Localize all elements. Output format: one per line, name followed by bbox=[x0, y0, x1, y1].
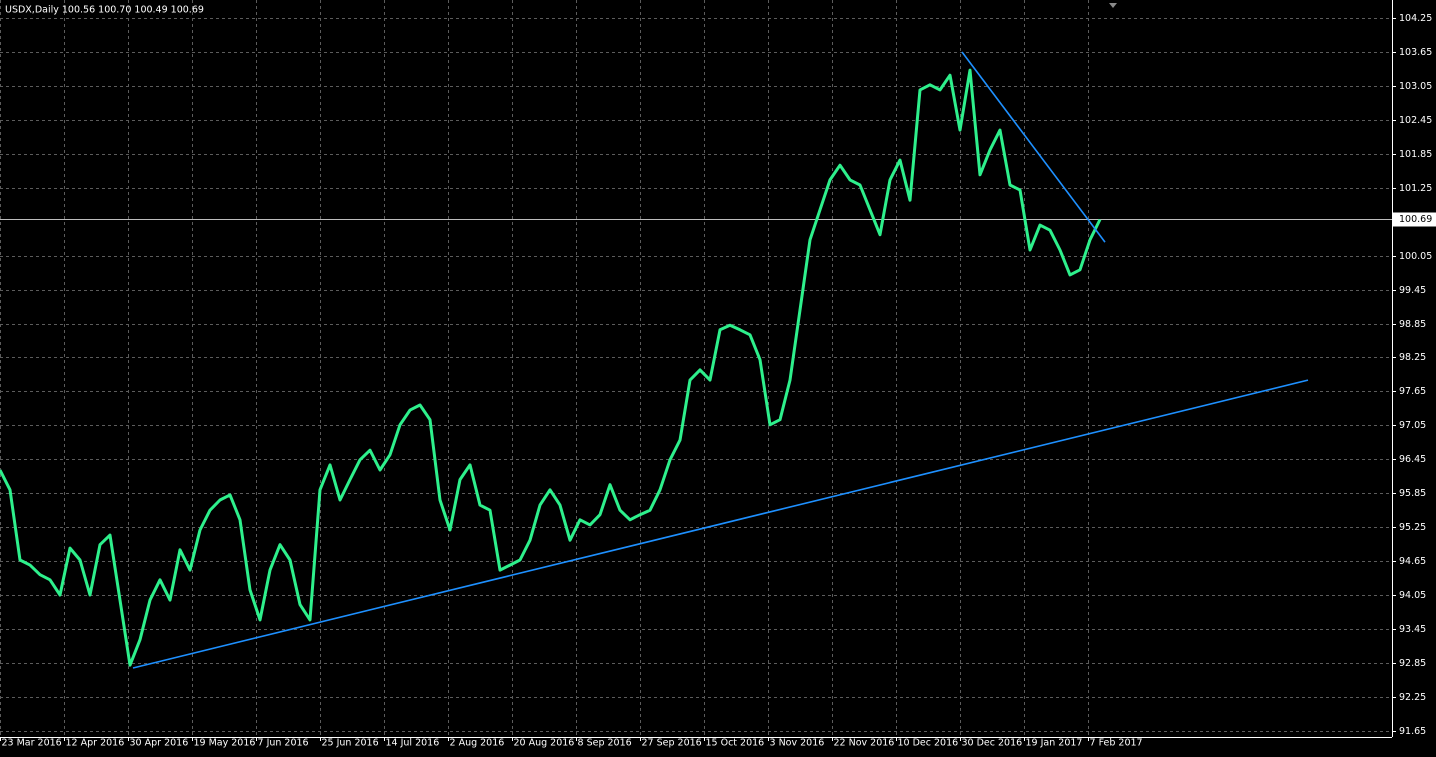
y-tick-label: 102.45 bbox=[1399, 115, 1432, 126]
y-tick-label: 92.85 bbox=[1399, 658, 1426, 669]
y-tick-label: 97.05 bbox=[1399, 420, 1426, 431]
last-price-label: 100.69 bbox=[1399, 214, 1432, 225]
x-tick-label: 23 Mar 2016 bbox=[2, 738, 62, 749]
y-tick-label: 96.45 bbox=[1399, 454, 1426, 465]
x-tick-label: 19 Jan 2017 bbox=[1026, 738, 1083, 749]
x-tick-label: 19 May 2016 bbox=[194, 738, 256, 749]
shift-marker bbox=[1109, 3, 1117, 8]
x-tick-label: 7 Jun 2016 bbox=[258, 738, 309, 749]
trend-line bbox=[132, 379, 1309, 669]
y-tick-label: 97.65 bbox=[1399, 386, 1426, 397]
y-tick-label: 104.25 bbox=[1399, 13, 1432, 24]
y-tick-label: 94.65 bbox=[1399, 556, 1426, 567]
x-tick-label: 30 Apr 2016 bbox=[130, 738, 189, 749]
x-tick-label: 30 Dec 2016 bbox=[962, 738, 1023, 749]
x-tick-label: 2 Aug 2016 bbox=[450, 738, 505, 749]
y-tick-label: 98.85 bbox=[1399, 319, 1426, 330]
chart-title: USDX,Daily 100.56 100.70 100.49 100.69 bbox=[5, 5, 204, 16]
y-tick-label: 101.85 bbox=[1399, 149, 1432, 160]
x-tick-label: 12 Apr 2016 bbox=[66, 738, 125, 749]
y-tick-label: 101.25 bbox=[1399, 183, 1432, 194]
price-line bbox=[0, 68, 1102, 667]
y-tick-label: 95.25 bbox=[1399, 522, 1426, 533]
x-tick-label: 25 Jun 2016 bbox=[322, 738, 379, 749]
x-tick-label: 22 Nov 2016 bbox=[834, 738, 895, 749]
y-tick-label: 94.05 bbox=[1399, 590, 1426, 601]
x-tick-label: 8 Sep 2016 bbox=[578, 738, 632, 749]
y-tick-label: 103.65 bbox=[1399, 47, 1432, 58]
x-tick-label: 15 Oct 2016 bbox=[706, 738, 765, 749]
last-price-box bbox=[1393, 212, 1436, 227]
y-tick-label: 100.05 bbox=[1399, 251, 1432, 262]
x-tick-label: 27 Sep 2016 bbox=[642, 738, 702, 749]
x-tick-label: 14 Jul 2016 bbox=[386, 738, 440, 749]
x-tick-label: 20 Aug 2016 bbox=[514, 738, 575, 749]
y-tick-label: 91.65 bbox=[1399, 726, 1426, 737]
y-tick-label: 98.25 bbox=[1399, 352, 1426, 363]
y-tick-label: 95.85 bbox=[1399, 488, 1426, 499]
y-tick-label: 92.25 bbox=[1399, 692, 1426, 703]
x-tick-label: 10 Dec 2016 bbox=[898, 738, 959, 749]
trend-line bbox=[961, 51, 1106, 243]
x-tick-label: 3 Nov 2016 bbox=[770, 738, 825, 749]
y-tick-label: 99.45 bbox=[1399, 285, 1426, 296]
x-tick-label: 7 Feb 2017 bbox=[1090, 738, 1143, 749]
y-tick-label: 93.45 bbox=[1399, 624, 1426, 635]
y-tick-label: 103.05 bbox=[1399, 81, 1432, 92]
